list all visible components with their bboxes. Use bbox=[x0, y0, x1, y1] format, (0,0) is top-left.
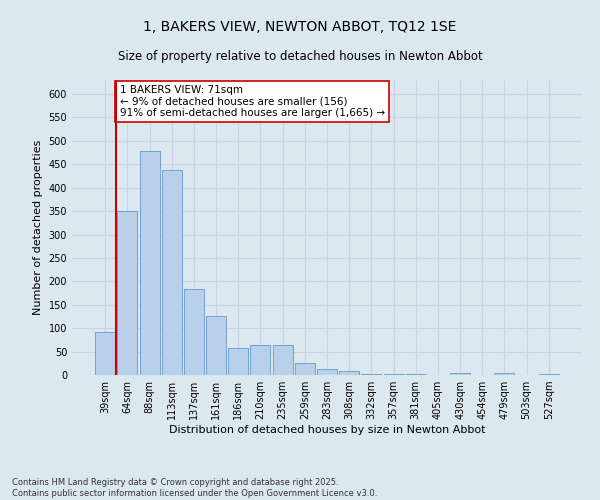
Bar bbox=[95, 332, 115, 375]
Bar bbox=[140, 151, 160, 375]
Bar bbox=[184, 290, 204, 375]
Text: 1 BAKERS VIEW: 71sqm
← 9% of detached houses are smaller (156)
91% of semi-detac: 1 BAKERS VIEW: 71sqm ← 9% of detached ho… bbox=[119, 84, 385, 118]
Bar bbox=[162, 170, 182, 375]
Bar bbox=[539, 374, 559, 375]
Bar bbox=[228, 348, 248, 375]
Y-axis label: Number of detached properties: Number of detached properties bbox=[33, 140, 43, 315]
Bar bbox=[339, 372, 359, 375]
Bar bbox=[450, 372, 470, 375]
Bar bbox=[494, 372, 514, 375]
Bar bbox=[406, 374, 426, 375]
Bar bbox=[118, 211, 137, 375]
Bar bbox=[295, 364, 315, 375]
Text: Contains HM Land Registry data © Crown copyright and database right 2025.
Contai: Contains HM Land Registry data © Crown c… bbox=[12, 478, 377, 498]
Bar bbox=[361, 374, 382, 375]
X-axis label: Distribution of detached houses by size in Newton Abbot: Distribution of detached houses by size … bbox=[169, 425, 485, 435]
Bar bbox=[383, 374, 404, 375]
Bar bbox=[317, 370, 337, 375]
Text: Size of property relative to detached houses in Newton Abbot: Size of property relative to detached ho… bbox=[118, 50, 482, 63]
Bar bbox=[206, 316, 226, 375]
Bar bbox=[250, 344, 271, 375]
Text: 1, BAKERS VIEW, NEWTON ABBOT, TQ12 1SE: 1, BAKERS VIEW, NEWTON ABBOT, TQ12 1SE bbox=[143, 20, 457, 34]
Bar bbox=[272, 344, 293, 375]
